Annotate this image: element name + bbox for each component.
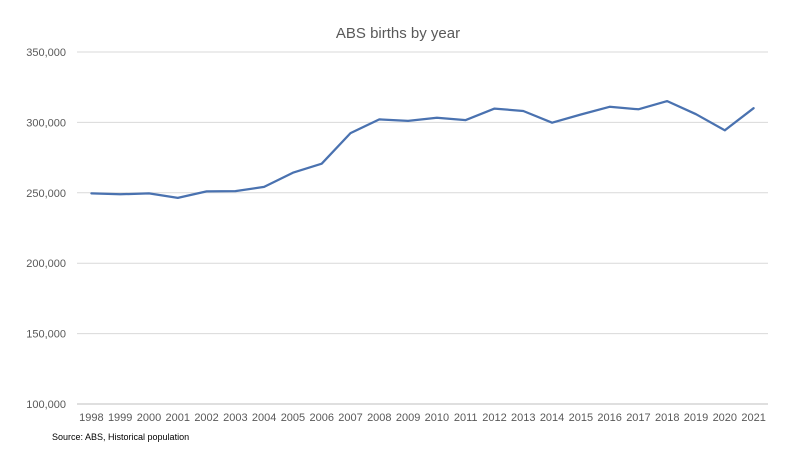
- x-tick-label: 2001: [166, 412, 190, 424]
- series-line: [90, 99, 755, 200]
- x-tick-label: 2006: [309, 412, 333, 424]
- x-tick-label: 2002: [194, 412, 218, 424]
- y-tick-label: 350,000: [26, 47, 66, 59]
- x-tick-label: 2017: [626, 412, 650, 424]
- x-tick-label: 2016: [597, 412, 621, 424]
- y-tick-label: 200,000: [26, 258, 66, 270]
- x-tick-label: 2004: [252, 412, 276, 424]
- x-tick-label: 2018: [655, 412, 679, 424]
- x-tick-label: 2020: [713, 412, 737, 424]
- source-note: Source: ABS, Historical population: [52, 432, 190, 442]
- x-tick-label: 2019: [684, 412, 708, 424]
- x-tick-label: 2007: [338, 412, 362, 424]
- chart-title: ABS births by year: [336, 25, 460, 42]
- x-tick-label: 2000: [137, 412, 161, 424]
- y-axis-tick-labels: 100,000 150,000 200,000 250,000 300,000 350,0…: [26, 47, 66, 411]
- series-layer: [90, 99, 755, 200]
- y-tick-label: 100,000: [26, 399, 66, 411]
- x-tick-label: 1998: [79, 412, 103, 424]
- x-axis-tick-labels: 1998 1999 2000 2001 2002 2003 2004 2005 2006 2007…: [79, 412, 766, 424]
- y-tick-label: 250,000: [26, 188, 66, 200]
- x-tick-label: 2013: [511, 412, 535, 424]
- gridlines: [77, 51, 768, 335]
- x-tick-label: 2011: [454, 412, 478, 424]
- x-tick-label: 2012: [482, 412, 506, 424]
- x-tick-label: 2009: [396, 412, 420, 424]
- x-tick-label: 2003: [223, 412, 247, 424]
- x-tick-label: 2015: [569, 412, 593, 424]
- x-tick-label: 1999: [108, 412, 132, 424]
- x-tick-label: 2005: [281, 412, 305, 424]
- y-tick-label: 150,000: [26, 329, 66, 341]
- x-tick-label: 2014: [540, 412, 564, 424]
- y-tick-label: 300,000: [26, 117, 66, 129]
- x-tick-label: 2010: [425, 412, 449, 424]
- x-tick-label: 2021: [741, 412, 765, 424]
- x-tick-label: 2008: [367, 412, 391, 424]
